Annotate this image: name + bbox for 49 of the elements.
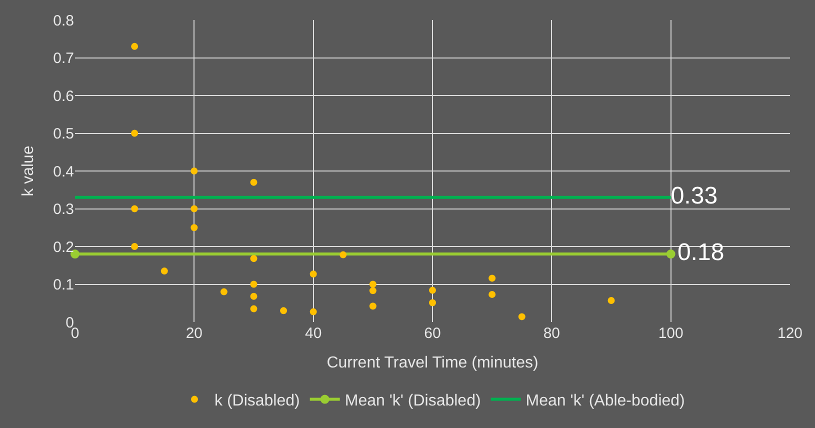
point (280, 307, 288, 314)
data-label: 0.33 (670, 182, 718, 210)
point (131, 42, 138, 50)
point (250, 292, 258, 300)
y-tick-label: 0.4 (53, 163, 74, 180)
point (250, 255, 258, 262)
point (190, 224, 198, 232)
point (250, 178, 258, 186)
x-tick-label: 120 (777, 325, 803, 342)
y-tick-label: 0.5 (53, 126, 74, 142)
y-tick-label: 0.8 (53, 12, 74, 30)
x-tick-label: 40 (304, 325, 322, 342)
point (310, 308, 317, 316)
point (250, 305, 258, 312)
point (340, 251, 347, 258)
point (369, 302, 376, 310)
y-tick-label: 0.1 (53, 276, 74, 294)
point (488, 290, 496, 298)
legend-label: Mean 'k' (Disabled) (344, 392, 481, 410)
x-axis-title: Current Travel Time (minutes) (326, 354, 538, 372)
data-label: 0.18 (677, 239, 724, 266)
point (369, 287, 376, 294)
point (131, 205, 138, 212)
point (369, 280, 376, 288)
point (250, 280, 258, 288)
point (190, 205, 198, 212)
point (429, 299, 436, 306)
point (220, 288, 228, 296)
legend-label: Mean 'k' (Able-bodied) (526, 392, 685, 410)
point (518, 313, 526, 320)
x-tick-label: 60 (424, 325, 441, 342)
point (488, 274, 496, 282)
point (131, 130, 138, 137)
point (190, 168, 198, 174)
x-tick-label: 80 (543, 325, 560, 342)
point (608, 296, 615, 304)
point (429, 286, 436, 294)
x-tick-label: 20 (186, 325, 203, 342)
point (310, 270, 317, 278)
y-tick-label: 0.7 (53, 50, 74, 67)
legend-label: k (Disabled) (214, 392, 300, 410)
y-tick-label: 0.6 (53, 88, 74, 105)
y-tick-label: 0.2 (53, 238, 74, 256)
x-tick-label: 100 (658, 325, 684, 342)
point (666, 250, 676, 259)
y-tick-label: 0.3 (53, 201, 74, 218)
point (160, 268, 168, 275)
point (131, 243, 138, 250)
y-axis-title: k value (20, 146, 38, 196)
